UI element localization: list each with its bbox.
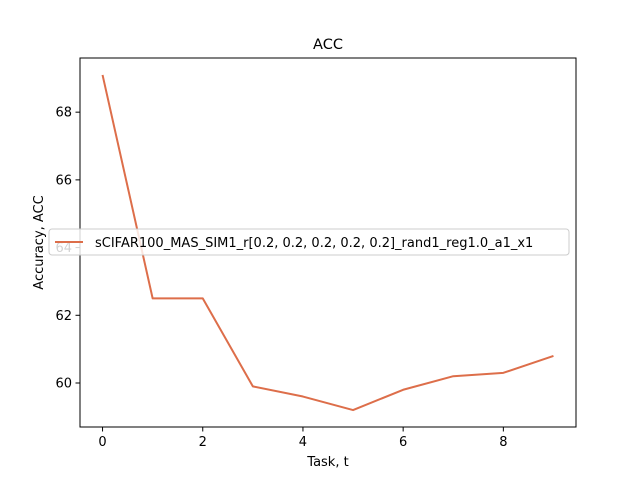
series-layer bbox=[101, 74, 554, 412]
data-point bbox=[352, 409, 354, 411]
y-axis-label: Accuracy, ACC bbox=[32, 195, 47, 289]
y-axis-ticks: 6062646668 bbox=[55, 106, 80, 391]
y-tick-label: 66 bbox=[55, 173, 72, 188]
x-tick-label: 2 bbox=[199, 435, 207, 450]
y-tick-label: 62 bbox=[55, 309, 72, 324]
data-point bbox=[151, 297, 153, 299]
data-point bbox=[402, 389, 404, 391]
data-point bbox=[502, 372, 504, 374]
data-point bbox=[552, 355, 554, 357]
chart-title: ACC bbox=[313, 37, 343, 53]
data-point bbox=[302, 395, 304, 397]
y-tick-label: 68 bbox=[55, 106, 72, 121]
y-tick-label: 60 bbox=[55, 376, 72, 391]
legend-label: sCIFAR100_MAS_SIM1_r[0.2, 0.2, 0.2, 0.2,… bbox=[95, 236, 533, 251]
x-tick-label: 8 bbox=[499, 435, 507, 450]
legend: sCIFAR100_MAS_SIM1_r[0.2, 0.2, 0.2, 0.2,… bbox=[48, 228, 570, 256]
data-point bbox=[452, 375, 454, 377]
x-axis-label: Task, t bbox=[306, 455, 348, 470]
legend-box bbox=[48, 228, 570, 256]
x-tick-label: 4 bbox=[299, 435, 307, 450]
data-point bbox=[101, 74, 103, 76]
series-line bbox=[101, 74, 554, 412]
data-point bbox=[202, 297, 204, 299]
data-point bbox=[252, 385, 254, 387]
x-axis-ticks: 0 2 4 6 8 bbox=[98, 427, 507, 450]
x-tick-label: 0 bbox=[98, 435, 106, 450]
x-tick-label: 6 bbox=[399, 435, 407, 450]
